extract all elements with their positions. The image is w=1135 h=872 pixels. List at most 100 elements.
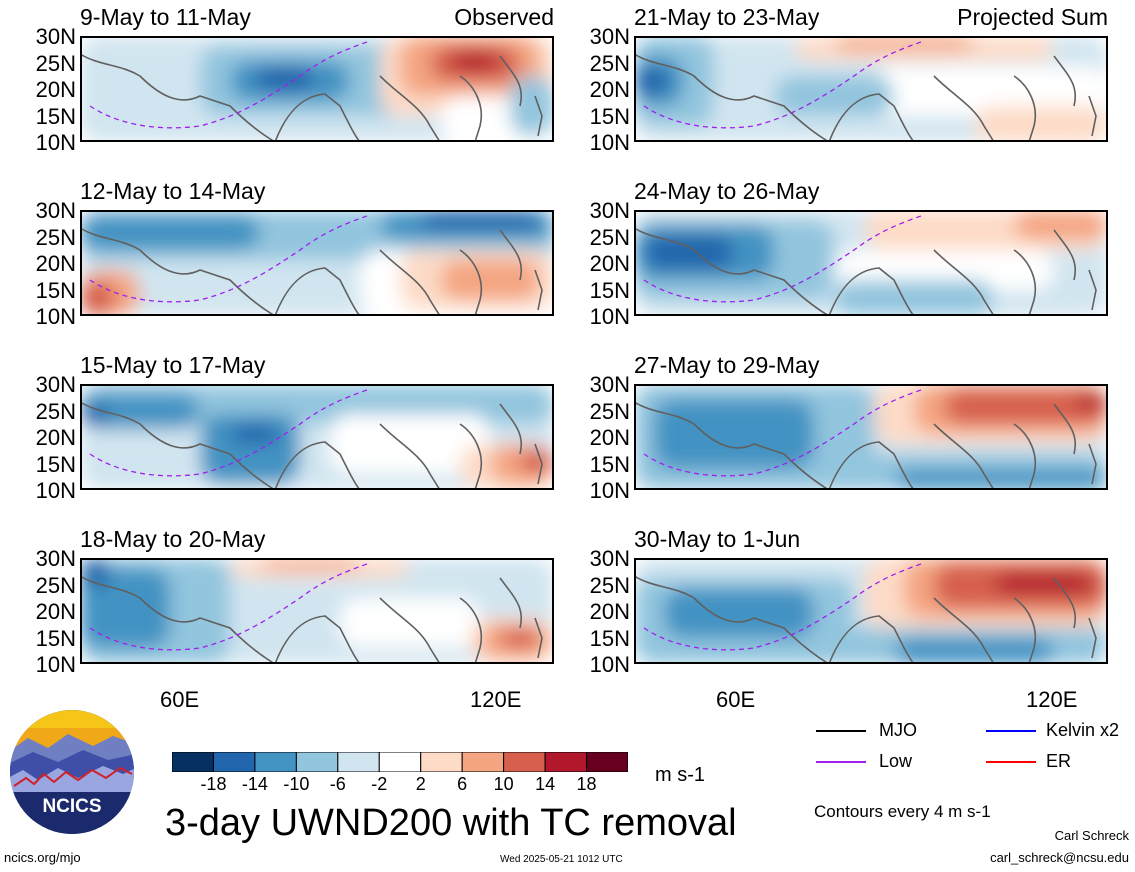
lat-label: 20N <box>589 425 630 450</box>
colorbar-swatch <box>461 751 505 773</box>
lat-label: 10N <box>589 652 630 677</box>
main-title: 3-day UWND200 with TC removal <box>165 802 737 844</box>
uwnd-map-panel <box>80 36 554 142</box>
colorbar-tick: 18 <box>576 774 597 794</box>
legend-label-er: ER <box>1046 751 1072 771</box>
panel-title: 21-May to 23-May <box>634 4 820 30</box>
colorbar-tick: -18 <box>200 774 227 794</box>
footer-timestamp: Wed 2025-05-21 1012 UTC <box>500 854 623 865</box>
panel-title: 9-May to 11-May <box>80 4 251 30</box>
lon-label-60e-right: 60E <box>716 687 756 712</box>
footer-email[interactable]: carl_schreck@ncsu.edu <box>990 850 1129 865</box>
lat-label: 15N <box>589 451 630 477</box>
lat-label: 30N <box>589 372 630 397</box>
lat-label: 30N <box>589 198 630 223</box>
lon-label-60e-left: 60E <box>160 687 200 712</box>
colorbar-tick: 6 <box>457 774 468 794</box>
lat-label: 15N <box>35 451 76 477</box>
lat-label: 10N <box>35 130 76 155</box>
lat-label: 30N <box>35 198 76 223</box>
lat-label: 15N <box>35 103 76 129</box>
lat-label: 30N <box>589 24 630 49</box>
uwnd-map-panel <box>634 36 1108 142</box>
lat-label: 10N <box>589 304 630 329</box>
lat-label: 25N <box>35 224 76 250</box>
uwnd-map-panel <box>634 384 1108 490</box>
uwnd-map-panel <box>634 558 1108 664</box>
lat-label: 20N <box>589 77 630 102</box>
lat-label: 30N <box>35 24 76 49</box>
legend-line-er <box>986 761 1036 763</box>
logo-text: NCICS <box>42 796 101 817</box>
lat-label: 10N <box>35 652 76 677</box>
lat-label: 20N <box>35 599 76 624</box>
colorbar-swatch <box>544 751 588 773</box>
lat-label: 30N <box>35 372 76 397</box>
lat-label: 25N <box>589 224 630 250</box>
colorbar <box>171 751 629 773</box>
colorbar-swatches <box>171 751 629 773</box>
lat-label: 20N <box>35 77 76 102</box>
uwnd-map-panel <box>634 210 1108 316</box>
panel-title: 12-May to 14-May <box>80 178 266 204</box>
colorbar-tick: -10 <box>283 774 310 794</box>
lat-label: 20N <box>35 425 76 450</box>
uwnd-map-panel <box>80 384 554 490</box>
panel-title: 24-May to 26-May <box>634 178 820 204</box>
lat-label: 10N <box>589 130 630 155</box>
lat-label: 10N <box>589 478 630 503</box>
lat-label: 15N <box>589 103 630 129</box>
legend: MJO Kelvin x2 Low ER <box>816 720 1126 780</box>
lat-label: 10N <box>35 304 76 329</box>
contour-note: Contours every 4 m s-1 <box>814 802 991 821</box>
lon-label-120e-left: 120E <box>470 687 522 712</box>
lat-label: 15N <box>589 277 630 303</box>
lat-label: 25N <box>589 572 630 598</box>
lat-label: 20N <box>589 599 630 624</box>
legend-label-mjo: MJO <box>879 720 917 740</box>
lat-label: 20N <box>35 251 76 276</box>
colorbar-tick: 14 <box>535 774 556 794</box>
panel-type-label: Observed <box>454 4 554 30</box>
footer-url[interactable]: ncics.org/mjo <box>4 850 81 865</box>
lat-label: 25N <box>589 398 630 424</box>
colorbar-tick: -14 <box>241 774 268 794</box>
colorbar-swatch <box>254 751 297 773</box>
panel-title: 30-May to 1-Jun <box>634 526 801 552</box>
legend-line-kelvin <box>986 730 1036 732</box>
lat-label: 25N <box>35 50 76 76</box>
colorbar-units: m s-1 <box>655 764 705 786</box>
legend-label-kelvin: Kelvin x2 <box>1046 720 1120 740</box>
colorbar-swatch <box>378 751 422 773</box>
lat-label: 20N <box>589 251 630 276</box>
panel-title: 27-May to 29-May <box>634 352 820 378</box>
lat-label: 30N <box>589 546 630 571</box>
panel-title: 15-May to 17-May <box>80 352 266 378</box>
footer-author: Carl Schreck <box>1054 828 1129 843</box>
lat-label: 25N <box>35 572 76 598</box>
colorbar-tick: 10 <box>493 774 514 794</box>
panel-title: 18-May to 20-May <box>80 526 266 552</box>
colorbar-tick: -6 <box>329 774 346 794</box>
colorbar-swatch <box>420 751 463 773</box>
lat-label: 25N <box>589 50 630 76</box>
lat-label: 15N <box>589 625 630 651</box>
uwnd-map-panel <box>80 558 554 664</box>
colorbar-swatch <box>503 751 546 773</box>
ncics-logo: NCICS <box>8 708 136 836</box>
lon-label-120e-right: 120E <box>1026 687 1078 712</box>
lat-label: 25N <box>35 398 76 424</box>
colorbar-swatch <box>295 751 339 773</box>
colorbar-swatch <box>171 751 214 773</box>
uwnd-map-panel <box>80 210 554 316</box>
lat-label: 30N <box>35 546 76 571</box>
colorbar-swatch <box>212 751 256 773</box>
colorbar-swatch <box>586 751 629 773</box>
legend-label-low: Low <box>879 751 913 771</box>
legend-line-low <box>816 761 866 763</box>
lat-label: 15N <box>35 277 76 303</box>
colorbar-swatch <box>337 751 380 773</box>
panel-type-label: Projected Sum <box>957 4 1108 30</box>
legend-line-mjo <box>816 730 866 732</box>
colorbar-tick: -2 <box>371 774 388 794</box>
